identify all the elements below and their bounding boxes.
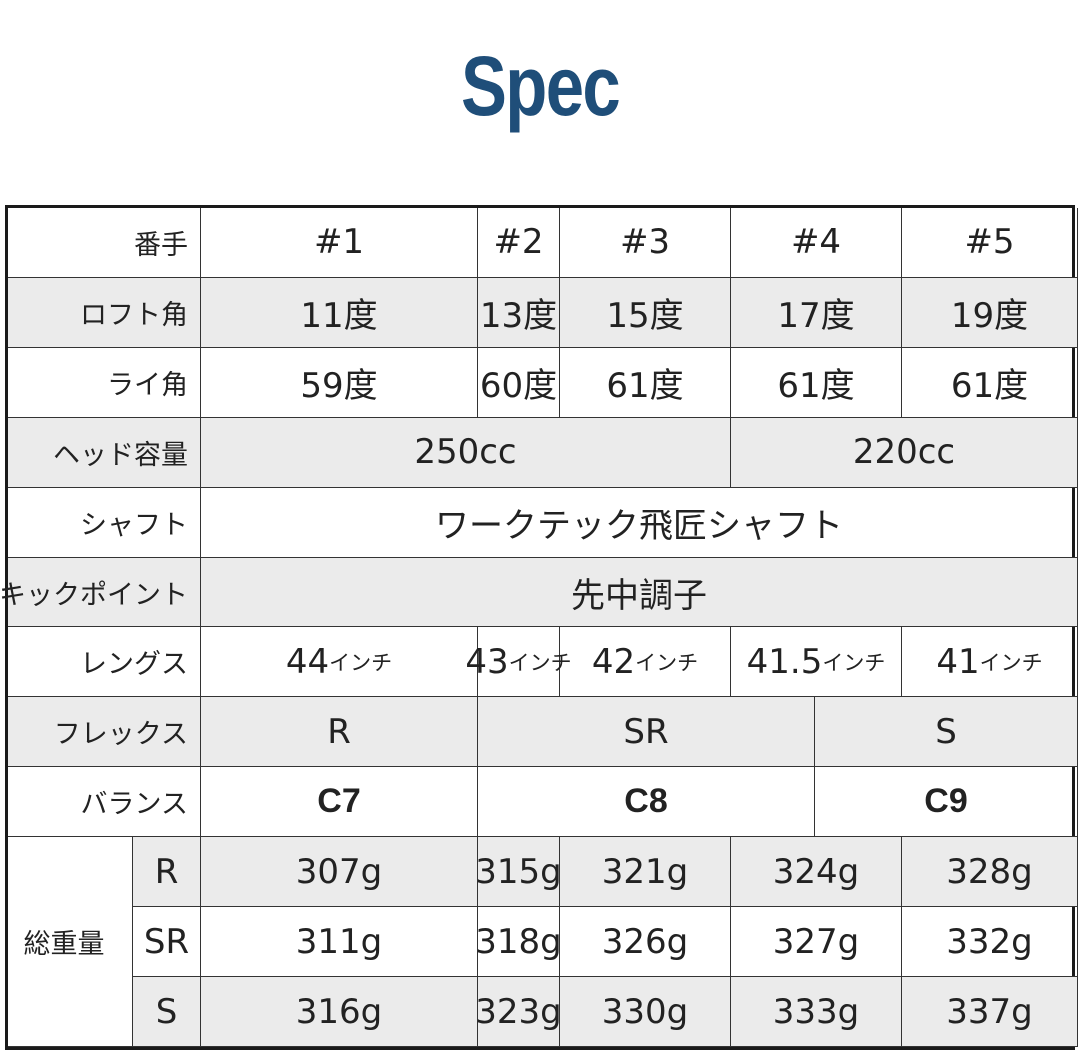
length-value: 43 — [465, 641, 509, 682]
weight-flex-label: S — [133, 977, 201, 1047]
length-unit: インチ — [635, 650, 699, 675]
row-label: フレックス — [8, 697, 201, 768]
spec-table: 番手 #1 #2 #3 #4 #5 ロフト角 11度 13度 15度 17度 19度ライ角 59度 60度… — [0, 205, 1078, 1050]
spec-cell: 220cc — [731, 417, 1078, 488]
weight-cell: 332g — [902, 907, 1078, 978]
weight-cell: 307g — [201, 837, 478, 908]
weight-flex-label: SR — [133, 907, 201, 978]
spec-cell: #4 — [731, 208, 902, 278]
weight-label: 総重量 — [8, 837, 133, 1047]
spec-cell: 60度 — [478, 347, 560, 418]
weight-cell: 311g — [201, 907, 478, 978]
spec-cell: #5 — [902, 208, 1078, 278]
weight-cell: 323g — [475, 977, 562, 1047]
weight-flex-label: R — [133, 837, 201, 908]
spec-cell: C8 — [478, 767, 815, 838]
spec-cell: #3 — [560, 208, 731, 278]
length-unit: インチ — [329, 650, 393, 675]
spec-cell: 先中調子 — [201, 557, 1078, 628]
spec-cell: 61度 — [731, 347, 902, 418]
spec-cell: 17度 — [731, 277, 902, 348]
length-value: 41.5 — [746, 641, 823, 682]
row-label: ロフト角 — [8, 277, 201, 348]
spec-cell: ワークテック飛匠シャフト — [201, 487, 1078, 558]
weight-cell: 326g — [560, 907, 731, 978]
weight-cell: 316g — [201, 977, 478, 1047]
length-unit: インチ — [508, 650, 572, 675]
spec-cell: 61度 — [560, 347, 731, 418]
weight-cell: 337g — [902, 977, 1078, 1047]
spec-cell: R — [201, 697, 478, 768]
spec-cell: 43 インチ — [465, 627, 572, 698]
weight-cell: 330g — [560, 977, 731, 1047]
spec-cell: 59度 — [201, 347, 478, 418]
spec-cell: S — [815, 697, 1078, 768]
weight-cell: 333g — [731, 977, 902, 1047]
spec-cell: #2 — [478, 208, 560, 278]
row-label: シャフト — [8, 487, 201, 558]
spec-cell: 250cc — [201, 417, 731, 488]
row-label: バランス — [8, 767, 201, 838]
weight-cell: 321g — [560, 837, 731, 908]
page-title: Spec — [460, 39, 621, 133]
spec-cell: 41.5 インチ — [731, 627, 902, 698]
row-label: 番手 — [8, 208, 201, 278]
spec-cell: C7 — [201, 767, 478, 838]
length-value: 42 — [591, 641, 636, 682]
row-label: キックポイント — [0, 557, 201, 628]
weight-cell: 318g — [475, 907, 562, 978]
weight-cell: 315g — [475, 837, 562, 908]
spec-cell: #1 — [201, 208, 478, 278]
weight-cell: 327g — [731, 907, 902, 978]
weight-cell: 324g — [731, 837, 902, 908]
spec-cell: 13度 — [478, 277, 560, 348]
spec-cell: 11度 — [201, 277, 478, 348]
spec-cell: 15度 — [560, 277, 731, 348]
length-value: 41 — [936, 641, 980, 682]
spec-cell: SR — [478, 697, 815, 768]
spec-cell: 19度 — [902, 277, 1078, 348]
length-unit: インチ — [822, 650, 886, 675]
length-unit: インチ — [979, 650, 1043, 675]
row-label: ライ角 — [8, 347, 201, 418]
spec-cell: 41 インチ — [902, 627, 1078, 698]
length-value: 44 — [285, 641, 330, 682]
row-label: ヘッド容量 — [8, 417, 201, 488]
spec-cell: 42 インチ — [560, 627, 731, 698]
row-label: レングス — [8, 627, 201, 698]
weight-cell: 328g — [902, 837, 1078, 908]
spec-cell: C9 — [815, 767, 1078, 838]
spec-cell: 44 インチ — [201, 627, 478, 698]
spec-cell: 61度 — [902, 347, 1078, 418]
